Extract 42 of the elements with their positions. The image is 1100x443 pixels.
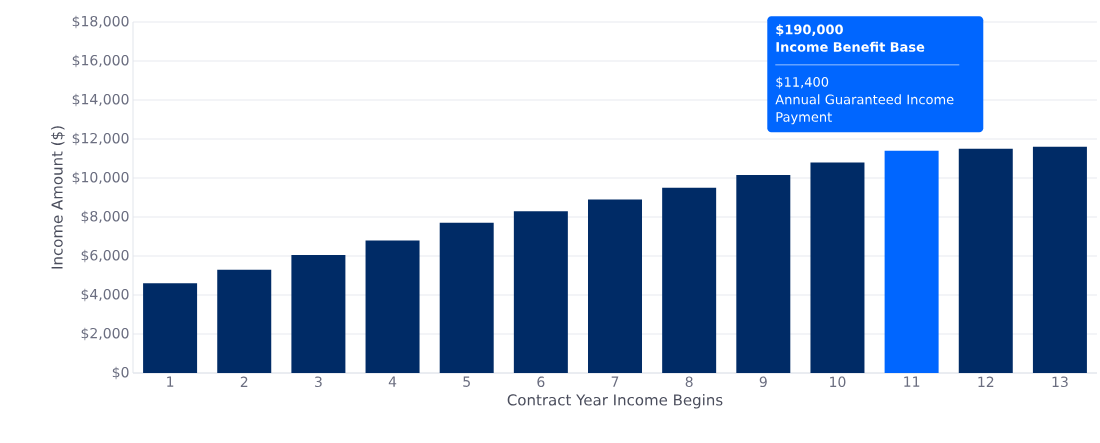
x-tick-label: 8 — [685, 376, 693, 388]
x-tick-label: 3 — [315, 376, 322, 388]
bar — [365, 240, 420, 373]
x-axis-title: Contract Year Income Begins — [507, 393, 723, 409]
y-tick-label: $6,000 — [81, 249, 129, 263]
bar — [439, 222, 494, 373]
y-tick-label: $14,000 — [72, 93, 129, 107]
y-tick-label: $8,000 — [81, 210, 129, 224]
x-tick-label: 7 — [611, 376, 619, 387]
x-tick-label: 9 — [759, 376, 767, 388]
x-tick-label: 4 — [388, 376, 397, 387]
bar — [217, 269, 272, 373]
bar — [1032, 146, 1087, 373]
x-tick-label: 13 — [1052, 376, 1068, 388]
x-tick-label: 1 — [167, 376, 174, 387]
x-tick-label: 11 — [904, 376, 920, 387]
y-axis-title: Income Amount ($) — [51, 126, 65, 269]
bar — [143, 283, 198, 373]
y-tick-label: $2,000 — [81, 327, 129, 341]
x-tick-label: 10 — [830, 376, 846, 388]
y-tick-label: $16,000 — [72, 54, 129, 68]
bar — [588, 199, 643, 373]
bar — [291, 255, 346, 373]
x-tick-label: 6 — [537, 376, 545, 388]
x-tick-label: 2 — [240, 376, 248, 387]
bar — [884, 150, 939, 373]
x-tick-label: 12 — [978, 376, 994, 387]
y-tick-label: $4,000 — [81, 288, 129, 302]
y-tick-label: $10,000 — [72, 171, 129, 185]
annotation: $11,400 — [776, 76, 829, 89]
bar — [958, 148, 1013, 373]
bar — [736, 175, 791, 373]
y-tick-label: $18,000 — [72, 15, 129, 29]
y-tick-label: $0 — [112, 366, 129, 380]
x-tick-label: 5 — [463, 376, 470, 387]
annotation: $190,000 — [776, 24, 843, 37]
annotation: Income Benefit Base — [776, 41, 925, 52]
annotation: Annual Guaranteed Income Payment — [775, 94, 954, 125]
bar — [513, 211, 568, 373]
bar — [810, 162, 865, 373]
y-tick-label: $12,000 — [72, 132, 129, 146]
bar — [662, 187, 717, 373]
